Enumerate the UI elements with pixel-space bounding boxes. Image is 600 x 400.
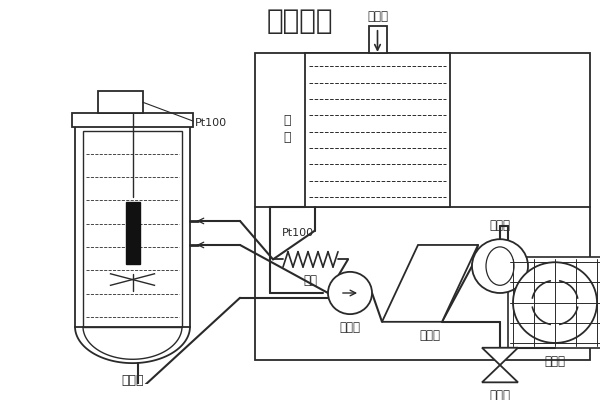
- Circle shape: [328, 272, 372, 314]
- Text: 位: 位: [283, 131, 291, 144]
- Text: 压缩机: 压缩机: [490, 219, 511, 232]
- Text: 循环泵: 循环泵: [340, 321, 361, 334]
- Bar: [72, 113, 193, 127]
- Bar: [255, 53, 590, 360]
- Bar: [75, 125, 190, 327]
- Text: 冷凝器: 冷凝器: [545, 355, 566, 368]
- Text: Pt100: Pt100: [282, 228, 314, 238]
- Polygon shape: [482, 365, 518, 382]
- Circle shape: [513, 262, 597, 343]
- Polygon shape: [382, 245, 478, 322]
- Polygon shape: [482, 348, 518, 365]
- Bar: [508, 258, 600, 348]
- Circle shape: [472, 239, 528, 293]
- Bar: [368, 26, 386, 53]
- Bar: [83, 131, 182, 327]
- Text: 换热器: 换热器: [419, 329, 440, 342]
- Bar: [98, 91, 143, 113]
- Bar: [305, 53, 450, 206]
- Text: 反应器: 反应器: [121, 374, 144, 387]
- Text: 工作原理: 工作原理: [267, 7, 333, 35]
- Text: Pt100: Pt100: [195, 118, 227, 128]
- Polygon shape: [75, 327, 190, 363]
- Text: 液: 液: [283, 114, 291, 126]
- Text: 加液口: 加液口: [367, 10, 388, 23]
- Bar: [125, 202, 139, 264]
- Text: 加热: 加热: [304, 274, 317, 287]
- Text: 节流阀: 节流阀: [490, 389, 511, 400]
